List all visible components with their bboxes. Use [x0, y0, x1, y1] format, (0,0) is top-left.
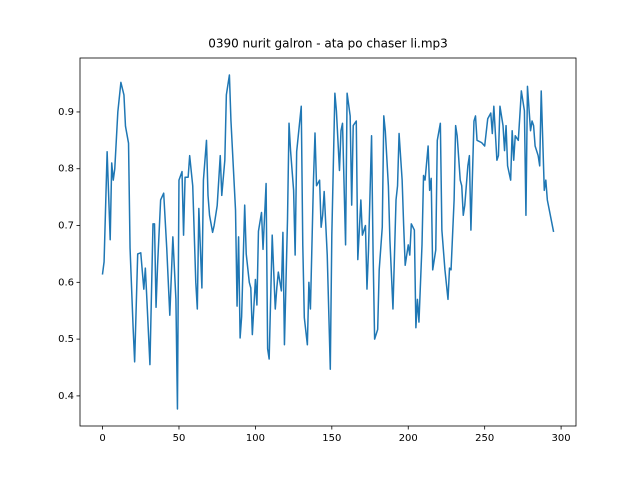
x-tick-label: 150: [322, 433, 341, 444]
chart-title: 0390 nurit galron - ata po chaser li.mp3: [208, 37, 448, 51]
data-line: [101, 74, 555, 410]
x-tick-label: 100: [246, 433, 265, 444]
axes-frame: [79, 57, 577, 427]
x-tick-label: 300: [552, 433, 571, 444]
y-tick-label: 0.7: [58, 221, 74, 232]
x-tick-label: 200: [399, 433, 418, 444]
y-tick-label: 0.5: [58, 334, 74, 345]
x-tick-label: 250: [475, 433, 494, 444]
y-tick-label: 0.6: [58, 277, 74, 288]
x-tick-label: 0: [99, 433, 105, 444]
y-tick-label: 0.8: [58, 164, 74, 175]
y-tick-label: 0.4: [58, 391, 74, 402]
x-tick-label: 50: [173, 433, 186, 444]
y-tick-label: 0.9: [58, 107, 74, 118]
